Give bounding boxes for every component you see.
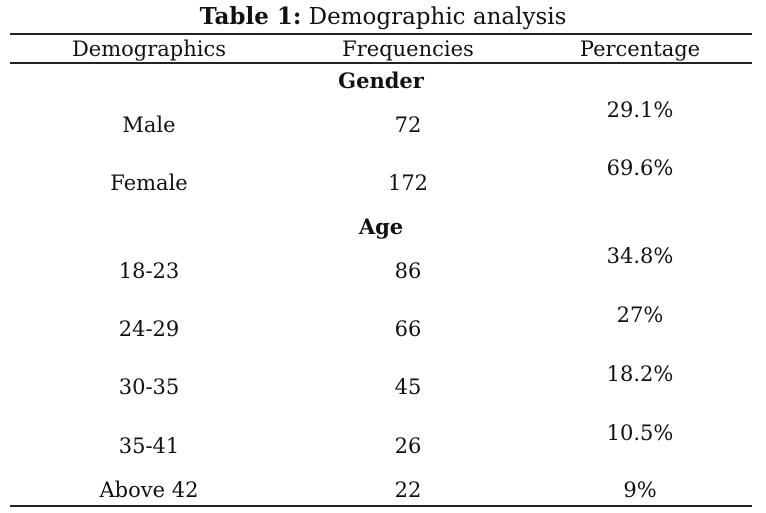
row-percentage: 34.8% [606,244,674,268]
row-category: 18-23 [118,259,180,283]
header-rule [10,62,752,64]
header-frequencies: Frequencies [342,37,474,61]
table-bottom-rule [10,505,752,507]
table-top-rule [10,33,752,35]
row-frequency: 26 [394,434,422,458]
row-category: 30-35 [118,375,180,399]
row-frequency: 172 [387,171,429,195]
row-percentage: 27% [616,303,664,327]
row-percentage: 9% [623,478,657,502]
header-percentage: Percentage [579,37,701,61]
row-category: Above 42 [99,478,199,502]
row-category: Male [122,113,176,137]
caption-label: Table 1: [199,3,302,30]
row-frequency: 66 [394,317,422,341]
group-title-gender: Gender [338,68,424,93]
row-percentage: 69.6% [606,156,674,180]
row-category: 24-29 [118,317,180,341]
row-category: 35-41 [118,434,180,458]
row-frequency: 45 [394,375,422,399]
table-caption: Table 1: Demographic analysis [0,2,766,32]
row-frequency: 72 [394,113,422,137]
row-percentage: 29.1% [606,98,674,122]
row-frequency: 22 [394,478,422,502]
row-frequency: 86 [394,259,422,283]
header-demographics: Demographics [71,37,227,61]
caption-text: Demographic analysis [308,4,567,30]
group-title-age: Age [358,214,404,239]
row-category: Female [110,171,188,195]
row-percentage: 18.2% [606,362,674,386]
row-percentage: 10.5% [606,421,674,445]
